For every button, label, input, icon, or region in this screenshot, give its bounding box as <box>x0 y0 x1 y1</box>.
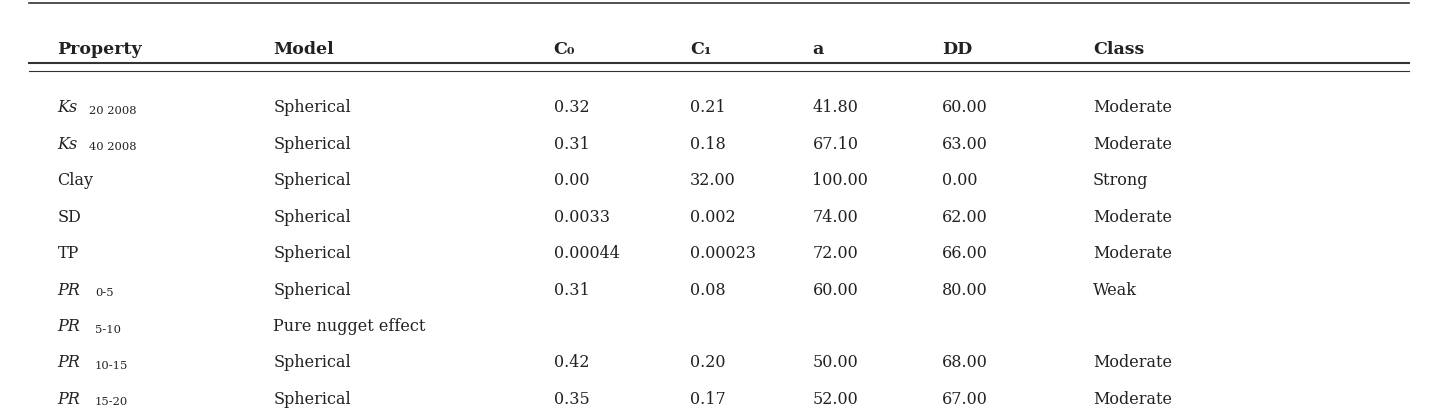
Text: 0.35: 0.35 <box>554 390 590 407</box>
Text: 50.00: 50.00 <box>812 354 858 370</box>
Text: PR: PR <box>58 317 81 334</box>
Text: PR: PR <box>58 281 81 298</box>
Text: 0.08: 0.08 <box>690 281 726 298</box>
Text: 66.00: 66.00 <box>942 244 988 261</box>
Text: Model: Model <box>273 41 334 58</box>
Text: 80.00: 80.00 <box>942 281 988 298</box>
Text: Ks: Ks <box>58 135 78 152</box>
Text: 5-10: 5-10 <box>95 324 121 334</box>
Text: 0.31: 0.31 <box>554 135 590 152</box>
Text: Spherical: Spherical <box>273 390 351 407</box>
Text: Spherical: Spherical <box>273 172 351 189</box>
Text: 52.00: 52.00 <box>812 390 858 407</box>
Text: 0.00044: 0.00044 <box>554 244 620 261</box>
Text: PR: PR <box>58 390 81 407</box>
Text: Class: Class <box>1093 41 1145 58</box>
Text: Property: Property <box>58 41 142 58</box>
Text: 0.42: 0.42 <box>554 354 590 370</box>
Text: Strong: Strong <box>1093 172 1149 189</box>
Text: TP: TP <box>58 244 79 261</box>
Text: Moderate: Moderate <box>1093 354 1172 370</box>
Text: 40 2008: 40 2008 <box>89 142 137 152</box>
Text: 15-20: 15-20 <box>95 396 128 406</box>
Text: Spherical: Spherical <box>273 99 351 116</box>
Text: Spherical: Spherical <box>273 208 351 225</box>
Text: 60.00: 60.00 <box>812 281 858 298</box>
Text: 41.80: 41.80 <box>812 99 858 116</box>
Text: Moderate: Moderate <box>1093 135 1172 152</box>
Text: Spherical: Spherical <box>273 354 351 370</box>
Text: 67.10: 67.10 <box>812 135 858 152</box>
Text: 32.00: 32.00 <box>690 172 736 189</box>
Text: 0.31: 0.31 <box>554 281 590 298</box>
Text: C₁: C₁ <box>690 41 712 58</box>
Text: Pure nugget effect: Pure nugget effect <box>273 317 426 334</box>
Text: Weak: Weak <box>1093 281 1137 298</box>
Text: SD: SD <box>58 208 82 225</box>
Text: C₀: C₀ <box>554 41 575 58</box>
Text: 0.00: 0.00 <box>554 172 590 189</box>
Text: 0.0033: 0.0033 <box>554 208 610 225</box>
Text: 10-15: 10-15 <box>95 360 128 370</box>
Text: 0.00: 0.00 <box>942 172 978 189</box>
Text: 0.32: 0.32 <box>554 99 590 116</box>
Text: 0.002: 0.002 <box>690 208 736 225</box>
Text: 0-5: 0-5 <box>95 287 114 297</box>
Text: 63.00: 63.00 <box>942 135 988 152</box>
Text: 20 2008: 20 2008 <box>89 106 137 116</box>
Text: 62.00: 62.00 <box>942 208 988 225</box>
Text: 100.00: 100.00 <box>812 172 869 189</box>
Text: 0.21: 0.21 <box>690 99 726 116</box>
Text: Clay: Clay <box>58 172 93 189</box>
Text: Moderate: Moderate <box>1093 244 1172 261</box>
Text: PR: PR <box>58 354 81 370</box>
Text: 0.20: 0.20 <box>690 354 726 370</box>
Text: DD: DD <box>942 41 972 58</box>
Text: 60.00: 60.00 <box>942 99 988 116</box>
Text: 0.17: 0.17 <box>690 390 726 407</box>
Text: a: a <box>812 41 824 58</box>
Text: 67.00: 67.00 <box>942 390 988 407</box>
Text: Ks: Ks <box>58 99 78 116</box>
Text: Moderate: Moderate <box>1093 208 1172 225</box>
Text: Spherical: Spherical <box>273 135 351 152</box>
Text: 74.00: 74.00 <box>812 208 858 225</box>
Text: 0.00023: 0.00023 <box>690 244 756 261</box>
Text: 68.00: 68.00 <box>942 354 988 370</box>
Text: 72.00: 72.00 <box>812 244 858 261</box>
Text: Moderate: Moderate <box>1093 99 1172 116</box>
Text: Spherical: Spherical <box>273 281 351 298</box>
Text: Moderate: Moderate <box>1093 390 1172 407</box>
Text: Spherical: Spherical <box>273 244 351 261</box>
Text: 0.18: 0.18 <box>690 135 726 152</box>
